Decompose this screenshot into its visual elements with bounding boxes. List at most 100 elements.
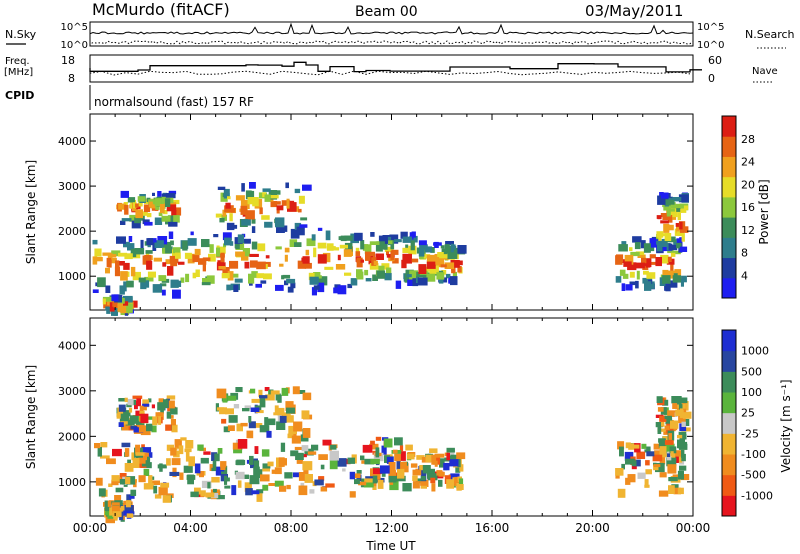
echo-cell — [619, 269, 626, 276]
echo-cell — [356, 470, 362, 474]
echo-cell — [229, 213, 233, 222]
echo-cell — [624, 254, 634, 265]
echo-cell — [309, 489, 315, 494]
echo-cell — [211, 477, 220, 483]
echo-cell — [329, 247, 340, 251]
echo-cell — [136, 421, 145, 426]
colorbar-swatch — [722, 196, 736, 218]
echo-cell — [120, 506, 128, 511]
echo-cell — [133, 427, 144, 433]
echo-cell — [347, 457, 355, 464]
echo-cell — [138, 426, 147, 433]
echo-cell — [199, 471, 204, 478]
echo-cell — [221, 214, 227, 221]
echo-cell — [410, 240, 415, 251]
echo-cell — [135, 209, 143, 219]
colorbar-tick-label: -25 — [741, 427, 759, 440]
echo-cell — [412, 469, 422, 476]
echo-cell — [666, 457, 677, 467]
echo-cell — [287, 202, 297, 212]
echo-cell — [660, 220, 669, 224]
velocity-colorbar: -1000 -500 -100 -25 25 100 500 1000 — [721, 329, 773, 517]
echo-cell — [673, 487, 681, 495]
echo-cell — [280, 442, 286, 452]
colorbar-frame — [721, 115, 737, 299]
echo-cell — [438, 471, 445, 477]
echo-cell — [311, 444, 319, 451]
echo-cell — [406, 274, 412, 278]
echo-cell — [230, 208, 236, 213]
echo-cell — [679, 408, 683, 419]
echo-cell — [418, 247, 425, 257]
echo-cell — [262, 188, 271, 192]
echo-cell — [122, 301, 129, 306]
echo-cell — [219, 218, 225, 223]
colorbar-swatch — [722, 330, 736, 352]
echo-cell — [445, 273, 451, 279]
echo-cell — [633, 444, 640, 449]
echo-cell — [179, 472, 184, 480]
echo-cell — [369, 263, 379, 270]
echo-cell — [170, 240, 174, 246]
echo-cell — [111, 475, 120, 482]
echo-cell — [213, 488, 217, 493]
echo-cell — [419, 244, 428, 250]
echo-cell — [138, 200, 143, 207]
freq-scale-top: 18 — [61, 54, 75, 67]
echo-cell — [422, 465, 431, 474]
echo-cell — [94, 443, 101, 449]
echo-cell — [126, 476, 136, 485]
echo-cell — [276, 421, 286, 430]
echo-cell — [105, 267, 110, 274]
echo-cell — [119, 415, 129, 424]
echo-cell — [111, 250, 121, 257]
echo-cell — [450, 454, 460, 461]
echo-cell — [224, 475, 228, 485]
echo-cell — [294, 446, 303, 450]
echo-cell — [369, 241, 380, 245]
colorbar-swatch — [722, 156, 736, 178]
echo-cell — [180, 277, 185, 283]
echo-cell — [360, 240, 365, 250]
echo-cell — [656, 231, 664, 238]
freq-panel-frame — [89, 54, 694, 83]
echo-cell — [641, 443, 647, 449]
echo-cell — [222, 267, 230, 277]
echo-cell — [452, 244, 456, 250]
echo-cell — [372, 450, 379, 455]
echo-cell — [165, 259, 174, 265]
freq-line — [89, 61, 702, 73]
echo-cell — [298, 390, 306, 394]
echo-cell — [284, 225, 288, 232]
echo-cell — [135, 444, 141, 455]
echo-cell — [624, 451, 634, 461]
echo-region — [655, 396, 692, 462]
echo-cell — [167, 266, 174, 276]
echo-cell — [335, 264, 346, 270]
station-title: McMurdo (fitACF) — [92, 0, 230, 19]
echo-cell — [664, 425, 670, 430]
echo-cell — [142, 399, 149, 408]
echo-cell — [241, 256, 249, 261]
echo-cell — [112, 448, 122, 457]
echo-cell — [233, 284, 239, 292]
echo-cell — [286, 484, 291, 490]
echo-cell — [621, 463, 625, 470]
colorbar-swatch — [722, 412, 736, 434]
echo-cell — [388, 475, 397, 483]
echo-cell — [641, 257, 647, 264]
echo-cell — [237, 439, 248, 449]
echo-cell — [139, 410, 145, 414]
echo-cell — [215, 213, 222, 218]
echo-cell — [372, 274, 378, 281]
echo-cell — [427, 473, 434, 479]
echo-cell — [412, 278, 419, 287]
echo-cell — [627, 262, 637, 271]
echo-cell — [104, 511, 109, 516]
echo-cell — [158, 275, 167, 282]
echo-cell — [227, 196, 231, 200]
echo-cell — [376, 241, 385, 250]
echo-cell — [259, 398, 266, 408]
echo-cell — [222, 394, 228, 403]
echo-region — [168, 231, 251, 299]
